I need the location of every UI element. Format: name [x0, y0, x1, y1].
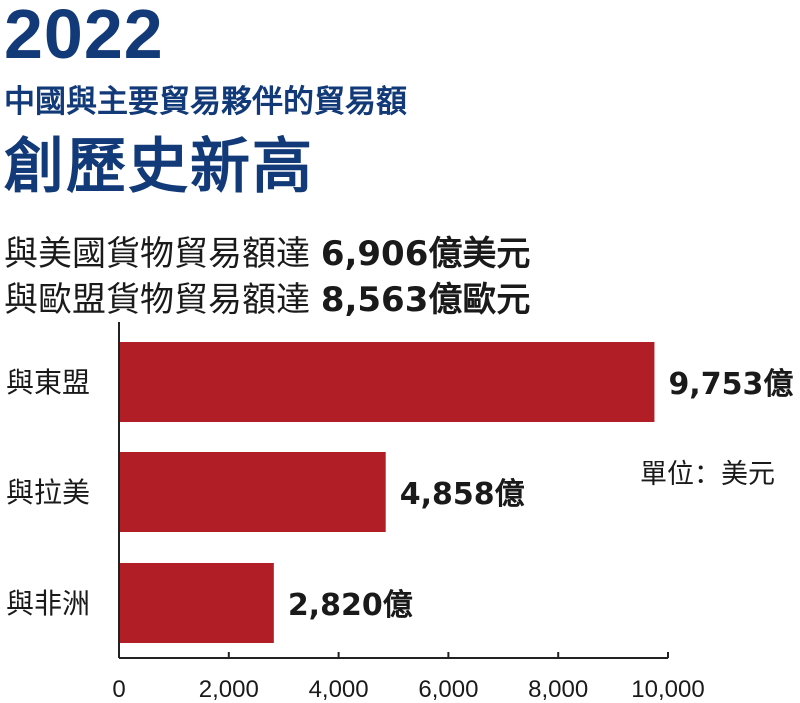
x-tick-label-0: 0 [112, 676, 125, 703]
bar-1 [119, 452, 386, 532]
us-trade-stat: 與美國貨物貿易額達 6,906億美元 [4, 226, 530, 275]
value-label-0: 9,753億 [668, 367, 793, 402]
x-tick-label-1: 2,000 [199, 676, 259, 703]
subtitle: 中國與主要貿易夥伴的貿易額 [4, 84, 407, 120]
value-label-2: 2,820億 [288, 588, 413, 623]
page-title: 創歷史新高 [4, 132, 314, 202]
eu-trade-stat: 與歐盟貨物貿易額達 8,563億歐元 [4, 272, 530, 321]
category-label-1: 與拉美 [6, 476, 90, 509]
bar-2 [119, 563, 274, 643]
unit-label: 單位：美元 [640, 459, 775, 490]
category-label-0: 與東盟 [6, 366, 90, 399]
x-tick-label-5: 10,000 [631, 676, 704, 703]
year-heading: 2022 [4, 0, 164, 73]
value-label-1: 4,858億 [400, 477, 525, 512]
eu-trade-value: 8,563億歐元 [320, 280, 531, 320]
us-trade-label: 與美國貨物貿易額達 [4, 234, 321, 274]
category-label-2: 與非洲 [6, 587, 90, 620]
x-tick-label-4: 8,000 [528, 676, 588, 703]
x-tick-label-2: 4,000 [309, 676, 369, 703]
bar-0 [119, 342, 655, 422]
eu-trade-label: 與歐盟貨物貿易額達 [4, 280, 321, 320]
x-tick-label-3: 6,000 [418, 676, 478, 703]
us-trade-value: 6,906億美元 [320, 234, 531, 274]
